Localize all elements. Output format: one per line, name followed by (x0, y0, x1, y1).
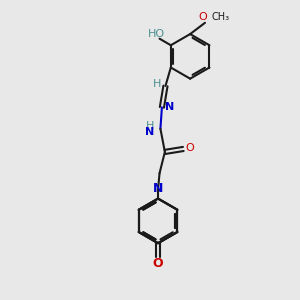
Text: N: N (165, 102, 174, 112)
Text: H: H (153, 79, 161, 88)
Text: CH₃: CH₃ (212, 12, 230, 22)
Text: O: O (198, 12, 207, 22)
Text: H: H (146, 122, 154, 131)
Text: O: O (185, 143, 194, 153)
Text: HO: HO (147, 29, 164, 39)
Text: N: N (153, 182, 163, 195)
Text: O: O (153, 257, 164, 271)
Text: N: N (146, 127, 154, 137)
